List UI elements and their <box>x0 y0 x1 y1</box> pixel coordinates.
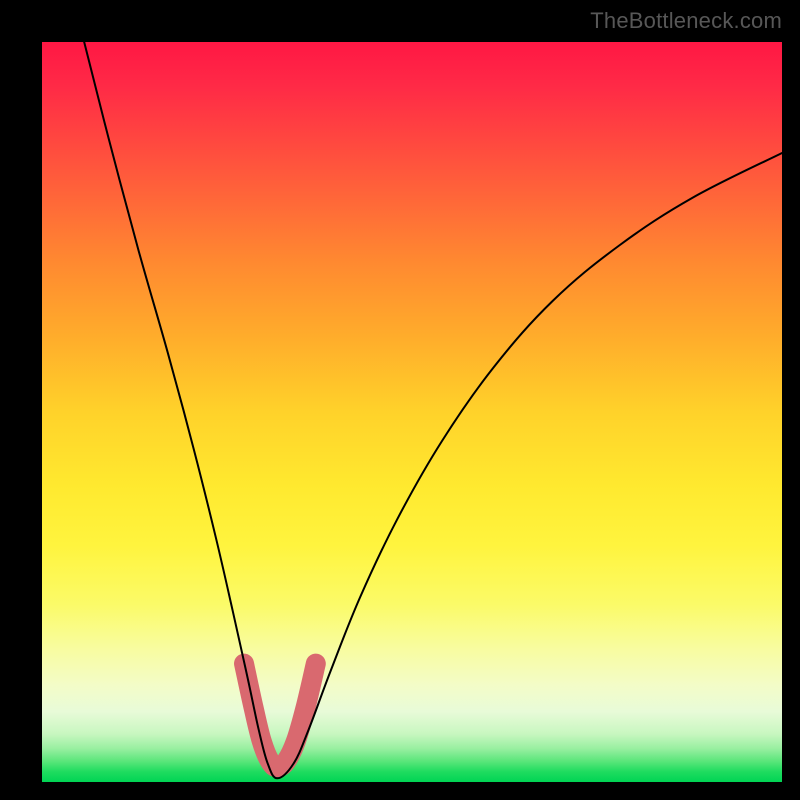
plot-area <box>42 42 782 782</box>
gradient-bg <box>42 42 782 782</box>
chart-svg <box>42 42 782 782</box>
watermark-text: TheBottleneck.com <box>590 8 782 34</box>
